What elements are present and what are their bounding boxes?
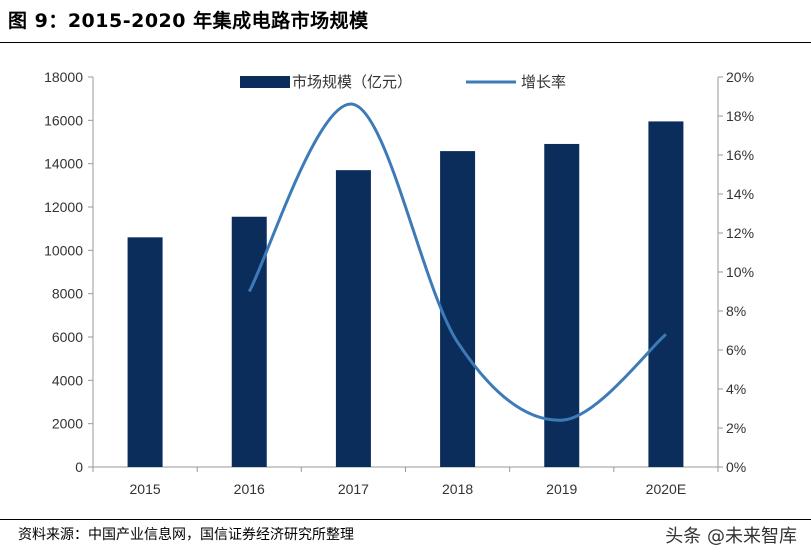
left-tick-label: 14000 xyxy=(44,156,83,172)
bars xyxy=(127,121,684,468)
right-tick-label: 2% xyxy=(726,420,746,436)
left-tick-label: 0 xyxy=(75,459,83,475)
x-tick-label: 2020E xyxy=(646,481,686,497)
bar-2016 xyxy=(231,216,267,467)
left-tick-label: 8000 xyxy=(52,286,83,302)
source-note: 资料来源：中国产业信息网，国信证券经济研究所整理 xyxy=(18,527,354,543)
left-tick-label: 16000 xyxy=(44,112,83,128)
right-tick-label: 20% xyxy=(726,69,754,85)
right-tick-label: 8% xyxy=(726,303,746,319)
right-tick-label: 0% xyxy=(726,459,746,475)
legend-bar-label: 市场规模（亿元） xyxy=(292,73,412,91)
x-tick-label: 2018 xyxy=(442,481,473,497)
top-rule xyxy=(0,42,811,43)
right-tick-label: 14% xyxy=(726,186,754,202)
bar-2018 xyxy=(440,151,476,467)
x-tick-label: 2015 xyxy=(130,481,161,497)
right-tick-label: 16% xyxy=(726,147,754,163)
growth-line-group xyxy=(247,102,667,422)
bottom-rule xyxy=(0,519,811,520)
right-tick-label: 18% xyxy=(726,108,754,124)
left-tick-label: 10000 xyxy=(44,242,83,258)
right-tick-label: 4% xyxy=(726,381,746,397)
right-tick-label: 6% xyxy=(726,342,746,358)
right-tick-label: 10% xyxy=(726,264,754,280)
x-tick-label: 2016 xyxy=(234,481,265,497)
growth-rate-line xyxy=(247,102,667,422)
left-tick-label: 2000 xyxy=(52,416,83,432)
right-tick-label: 12% xyxy=(726,225,754,241)
left-tick-label: 12000 xyxy=(44,199,83,215)
watermark: 头条 @未来智库 xyxy=(665,526,797,547)
right-tick-labels: 0% 2% 4% 6% 8% 10% 12% 14% 16% 18% 20% xyxy=(718,69,754,475)
left-tick-labels: 0 2000 4000 6000 8000 10000 12000 14000 16000 180… xyxy=(44,69,93,475)
x-tick-labels: 2015 2016 2017 2018 2019 2020E xyxy=(92,467,719,497)
x-tick-label: 2017 xyxy=(338,481,369,497)
bar-2019 xyxy=(544,143,580,467)
bar-2015 xyxy=(127,237,163,467)
left-tick-label: 6000 xyxy=(52,329,83,345)
figure-title: 图 9：2015-2020 年集成电路市场规模 xyxy=(8,10,369,32)
x-tick-label: 2019 xyxy=(546,481,577,497)
bar-2020E xyxy=(648,121,684,468)
legend: 市场规模（亿元） 增长率 xyxy=(240,73,566,91)
chart: 0 2000 4000 6000 8000 10000 12000 14000 16000 180… xyxy=(44,69,754,497)
legend-bar-swatch xyxy=(240,76,290,88)
legend-line-label: 增长率 xyxy=(521,73,566,91)
bar-2017 xyxy=(335,170,371,467)
axes xyxy=(92,77,719,468)
left-tick-label: 18000 xyxy=(44,69,83,85)
left-tick-label: 4000 xyxy=(52,372,83,388)
